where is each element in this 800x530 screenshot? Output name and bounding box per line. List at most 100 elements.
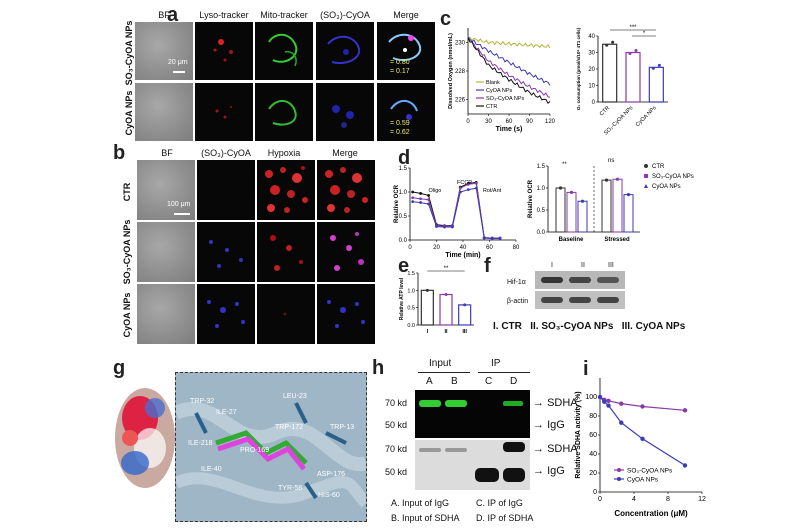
- d-right-legend-swatch: [644, 164, 648, 168]
- c-right-bar: [648, 66, 664, 103]
- panel-h-input-line: [418, 372, 470, 373]
- chart-c-right: 0 10 20 30 40 O₂ consumption (pmol/s/10⁶ 4T1 …: [576, 25, 668, 137]
- panel-a-header-cyoa: (SO₃)-CyOA: [320, 10, 370, 20]
- d-right-ytick-label: 1.0: [537, 186, 546, 192]
- d-left-ytick-label: 0.0: [399, 238, 408, 244]
- panel-g-label: g: [113, 357, 126, 379]
- d-right-bar: [612, 178, 623, 233]
- e-bar: [420, 289, 434, 326]
- d-left-ytick-label: 1.5: [399, 166, 408, 172]
- panel-b-row-cyoa: CyOA NPs: [122, 292, 132, 338]
- d-right-legend-label: SO₃-CyOA NPs: [652, 174, 694, 180]
- panel-f-blot-actin: [535, 291, 625, 309]
- d-left-ytick-label: 0.5: [399, 214, 408, 220]
- panel-b-hypoxia-so3: [257, 222, 315, 282]
- d-right-bar: [623, 194, 634, 233]
- i-point: [682, 408, 688, 413]
- i-xtick-label: 0: [598, 496, 602, 503]
- c-left-legend-label: Blank: [486, 80, 500, 86]
- panel-b-scale-bar-text: 100 μm: [167, 201, 191, 208]
- c-right-point: [657, 63, 661, 67]
- c-right-point: [605, 43, 609, 47]
- d-left-point: [498, 237, 502, 240]
- d-left-series-line: [412, 187, 501, 240]
- c-left-series-line: [467, 36, 551, 98]
- d-left-point: [427, 202, 430, 206]
- e-category-label: III: [462, 329, 467, 335]
- d-right-ytick-label: 0.0: [537, 230, 546, 236]
- panel-h-lane-a: A: [426, 376, 433, 387]
- panel-b-header-hypoxia: Hypoxia: [267, 148, 301, 158]
- residue-trp172: TRP-172: [275, 424, 304, 431]
- i-xlabel: Concentration (μM): [614, 509, 688, 518]
- e-point: [425, 288, 429, 292]
- d-right-ylabel: Relative OCR: [528, 179, 534, 218]
- i-ytick-label: 100: [585, 394, 597, 401]
- panel-h-marker-50-top: 50 kd: [385, 420, 408, 430]
- i-point: [640, 436, 645, 441]
- c-left-legend-label: CTR: [486, 104, 497, 110]
- d-right-ytick-label: 1.5: [537, 164, 546, 170]
- residue-trp13: TRP-13: [330, 424, 355, 431]
- panel-f-label: f: [484, 255, 491, 277]
- residue-ile218: ILE-218: [188, 440, 213, 447]
- chart-i: 0 20 40 60 80 100 0 4 8 12 Concentration (μM) Relat…: [575, 378, 706, 518]
- i-ytick-label: 40: [589, 451, 597, 458]
- chart-d-right: 0.0 0.5 1.0 1.5 Relative OCR Baseline Stressed…: [528, 158, 694, 243]
- c-left-xtick-label: 30: [485, 119, 492, 125]
- d-left-point: [474, 186, 478, 190]
- c-left-series-line: [467, 36, 551, 86]
- panel-h-legend-c: C. IP of IgG: [476, 498, 523, 508]
- d-left-xtick-label: 40: [460, 245, 467, 251]
- d-right-point: [558, 186, 563, 190]
- panel-h-arrow-sdha-bot-text: SDHA: [547, 443, 578, 455]
- panel-h-arrow-igg-bot: → IgG: [533, 465, 565, 477]
- e-bar: [458, 304, 472, 326]
- panel-a-lyso-image: [195, 22, 253, 80]
- residue-ile40: ILE-40: [201, 466, 222, 473]
- panel-b-merge-ctr: [317, 160, 375, 220]
- i-point: [682, 463, 688, 468]
- d-left-xtick-label: 0: [408, 245, 412, 251]
- panel-b-row-so3: SO₃-CyOA NPs: [122, 219, 132, 285]
- d-right-sig-label: ns: [608, 158, 614, 164]
- i-point: [606, 398, 611, 403]
- panel-h-arrow-igg-top-text: IgG: [547, 419, 565, 431]
- c-right-category-label: CyOA NPs: [635, 105, 658, 128]
- residue-tyr58: TYR-58: [278, 485, 303, 492]
- i-point: [597, 394, 603, 400]
- panel-b-cyoa-cyoa: [197, 284, 255, 344]
- protein-surface-image: [110, 378, 180, 498]
- d-left-xtick-label: 60: [486, 245, 493, 251]
- d-right-ytick-label: 0.5: [537, 208, 546, 214]
- docking-image: [172, 372, 371, 522]
- panel-a-coloc-2a: = 0.59: [390, 120, 410, 127]
- residue-pro169: PRO-169: [240, 447, 270, 454]
- d-left-point: [490, 237, 494, 240]
- panel-a-header-mito: Mito-tracker: [260, 10, 308, 20]
- d-right-point: [615, 177, 620, 181]
- residue-ile27: ILE-27: [216, 409, 237, 416]
- d-left-annotation: Oligo: [429, 188, 442, 194]
- d-right-legend-swatch: [644, 174, 648, 178]
- d-left-annotation: FCCP: [457, 180, 472, 186]
- panel-a-cyoa-image-2: [316, 83, 374, 141]
- i-point: [606, 403, 611, 408]
- panel-h-legend-d: D. IP of SDHA: [476, 513, 534, 523]
- panel-f-lane-1: I: [551, 262, 553, 269]
- panel-h-arrow-igg-top: → IgG: [533, 419, 565, 431]
- panel-f-caption: I. CTR II. SO₃-CyOA NPs III. CyOA NPs: [493, 321, 686, 332]
- d-right-point: [580, 199, 585, 203]
- panel-b-cyoa-so3: [197, 222, 255, 282]
- panel-f-band-actin: β-actin: [507, 298, 529, 305]
- i-ytick-label: 20: [589, 470, 597, 477]
- d-right-legend-swatch: [644, 184, 648, 188]
- i-point: [619, 420, 624, 425]
- panel-h-lane-d: D: [510, 376, 518, 387]
- panel-b-bf-cyoa: [137, 284, 195, 344]
- panel-a-merge-image: [377, 22, 435, 80]
- panel-a-coloc-2b: = 0.62: [390, 129, 410, 136]
- d-right-bar: [601, 179, 612, 233]
- i-ylabel: Relative SDHA activity (%): [575, 391, 582, 478]
- panel-h-arrow-igg-bot-text: IgG: [547, 465, 565, 477]
